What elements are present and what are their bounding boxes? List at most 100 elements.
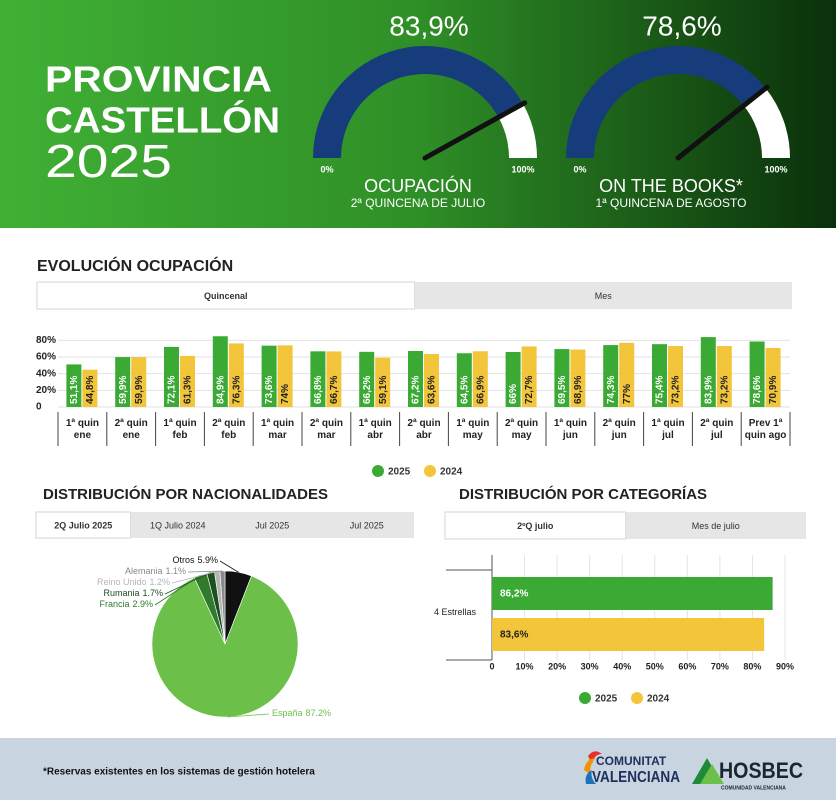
footer-background: [0, 738, 836, 800]
bar: [261, 345, 277, 407]
bar-value-label: 78,6%: [752, 376, 763, 404]
tab-label: Quincenal: [204, 291, 248, 301]
bar-value-label: 69,5%: [557, 376, 568, 404]
pie-label-value: 87.2%: [306, 708, 332, 718]
legend-marker: [424, 465, 436, 477]
bar: [700, 337, 716, 407]
x-tick-label: 1ª quin ene: [65, 418, 99, 441]
x-tick-label: 2ª quin jul: [700, 418, 734, 441]
bar: [492, 618, 765, 651]
logo-gva: COMUNITAT VALENCIANA: [584, 751, 680, 786]
x-tick-label: 2ª quin ene: [114, 418, 148, 441]
x-tick-label: 10%: [516, 661, 534, 671]
pie-label-value: 1.2%: [149, 577, 170, 587]
logo-text: COMUNITAT: [596, 754, 667, 768]
x-tick-label: 2ª quin mar: [309, 418, 343, 441]
x-tick-label: 0: [489, 661, 494, 671]
bar-value-label: 44,8%: [85, 376, 96, 404]
bar-value-label: 72,7%: [524, 376, 535, 404]
bar-value-label: 59,1%: [378, 376, 389, 404]
tab: [444, 511, 626, 540]
bar-value-label: 76,3%: [231, 376, 242, 404]
x-tick-label: 2ª quin jun: [602, 418, 636, 441]
tab-label: Mes de julio: [692, 521, 740, 531]
bar: [505, 352, 521, 407]
pie-label: España 87.2%: [272, 708, 331, 718]
tab: [625, 512, 806, 539]
pie-label-name: Francia: [99, 599, 129, 609]
pie-label-name: España: [272, 708, 303, 718]
bar: [652, 344, 667, 407]
gauge-needle: [422, 100, 528, 161]
x-tick-label: 40%: [613, 661, 631, 671]
pie-label-name: Rumania: [103, 588, 139, 598]
pie-label-name: Reino Unido: [97, 577, 147, 587]
gauge-needle: [675, 84, 770, 161]
logo-icon: [700, 764, 724, 784]
x-tick-label: 70%: [711, 661, 729, 671]
header-title: CASTELLÓN: [45, 99, 280, 141]
bar: [212, 336, 228, 407]
bar-value-label: 75,4%: [655, 376, 666, 404]
leader-line: [164, 572, 211, 595]
gauge-subtitle: 2ª QUINCENA DE JULIO: [351, 196, 485, 210]
x-tick-label: 50%: [646, 661, 664, 671]
bar: [359, 351, 375, 407]
bar: [228, 343, 244, 407]
logo-icon: [584, 758, 596, 774]
x-tick-label: 1ª quin jul: [651, 418, 685, 441]
x-tick-label: 80%: [743, 661, 761, 671]
legend-label: 2024: [647, 694, 670, 705]
bar-value-label: 66,9%: [475, 376, 486, 404]
bar-value-label: 86,2%: [500, 589, 528, 600]
bar: [164, 346, 179, 407]
tab-label: Jul 2025: [350, 520, 384, 530]
bar: [716, 346, 732, 407]
tab-label: 1Q Julio 2024: [150, 520, 206, 530]
y-tick-label: 40%: [36, 368, 56, 379]
pie-label-name: Otros: [172, 555, 195, 565]
body-background: [0, 228, 836, 738]
logo-tagline: COMUNIDAD VALENCIANA: [721, 785, 786, 791]
bar-value-label: 66,8%: [313, 376, 324, 404]
y-tick-label: 4 Estrellas: [434, 607, 477, 617]
bar-value-label: 73,2%: [719, 376, 730, 404]
bar-value-label: 66,7%: [329, 376, 340, 404]
bar-value-label: 63,6%: [427, 376, 438, 404]
gauge-title: OCUPACIÓN: [364, 175, 472, 196]
x-tick-label: 1ª quin may: [456, 418, 490, 441]
bar-value-label: 73,6%: [264, 376, 275, 404]
legend-label: 2025: [595, 694, 618, 705]
x-tick-label: 30%: [581, 661, 599, 671]
x-tick-label: 1ª quin mar: [261, 418, 295, 441]
gauge-tick-label: 0%: [320, 164, 333, 174]
x-tick-label: 60%: [678, 661, 696, 671]
logo-icon: [585, 770, 596, 784]
tab: [319, 512, 414, 538]
x-tick-label: 90%: [776, 661, 794, 671]
pie-label-value: 2.9%: [132, 599, 153, 609]
header-year: 2025: [45, 135, 172, 187]
pie-label-value: 5.9%: [197, 555, 218, 565]
bar: [424, 354, 439, 407]
x-tick-label: Prev 1ª quin ago: [744, 418, 787, 441]
bar: [472, 351, 488, 407]
legend-label: 2024: [440, 467, 463, 478]
legend-marker: [579, 692, 591, 704]
gauge-tick-label: 0%: [573, 164, 586, 174]
gauge-track: [743, 88, 790, 158]
pie-label-name: Alemania: [125, 566, 163, 576]
tab: [225, 512, 320, 538]
bar-value-label: 83,9%: [703, 376, 714, 404]
pie-label: Reino Unido 1.2%: [97, 577, 170, 587]
bar: [619, 342, 635, 407]
bar: [521, 346, 537, 407]
header-title: PROVINCIA: [45, 59, 272, 100]
bar-value-label: 67,2%: [411, 376, 422, 404]
gauge-tick-label: 100%: [764, 164, 787, 174]
bar-value-label: 68,9%: [573, 376, 584, 404]
bar-value-label: 59,9%: [118, 376, 129, 404]
bar-value-label: 84,9%: [215, 376, 226, 404]
